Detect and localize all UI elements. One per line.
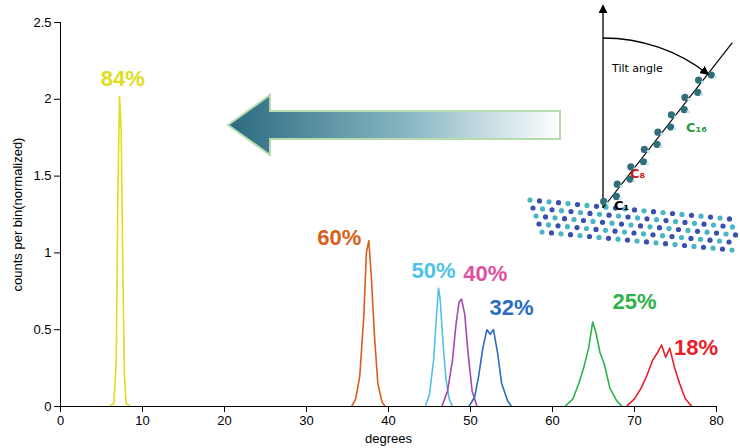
svg-text:C₁₆: C₁₆ [686,120,707,135]
svg-text:18%: 18% [674,335,718,360]
svg-text:60: 60 [545,413,559,428]
svg-text:2.5: 2.5 [33,15,51,30]
svg-text:C₁: C₁ [614,198,629,213]
svg-text:70: 70 [627,413,641,428]
svg-text:84%: 84% [101,66,145,91]
svg-text:25%: 25% [612,289,656,314]
svg-text:40: 40 [381,413,395,428]
svg-text:50%: 50% [412,258,456,283]
svg-text:2: 2 [44,91,51,106]
svg-text:10: 10 [135,413,149,428]
svg-text:20: 20 [217,413,231,428]
svg-text:80: 80 [709,413,723,428]
svg-text:Tilt angle: Tilt angle [611,62,663,75]
svg-text:1.5: 1.5 [33,168,51,183]
svg-text:1: 1 [44,245,51,260]
svg-text:30: 30 [299,413,313,428]
svg-text:C₈: C₈ [630,166,646,181]
svg-text:60%: 60% [317,225,361,250]
svg-text:50: 50 [463,413,477,428]
svg-text:counts per bin(normalized): counts per bin(normalized) [10,138,25,292]
svg-text:32%: 32% [489,295,533,320]
svg-text:0: 0 [44,399,51,414]
svg-text:40%: 40% [463,261,507,286]
svg-text:0.5: 0.5 [33,322,51,337]
svg-text:degrees: degrees [365,431,412,446]
svg-text:0: 0 [57,413,64,428]
